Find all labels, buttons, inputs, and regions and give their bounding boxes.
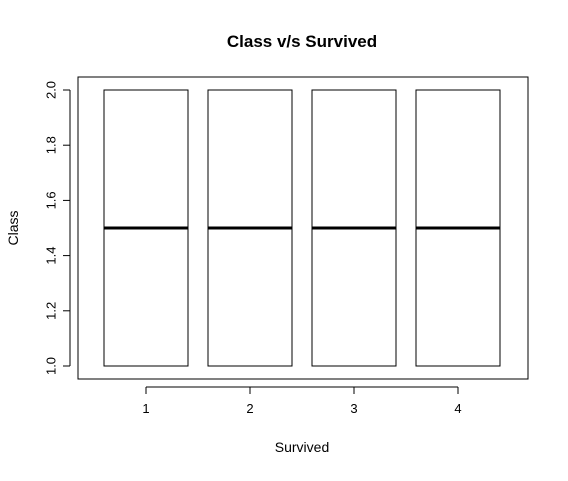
y-tick-label: 1.8 bbox=[44, 136, 59, 154]
x-axis: 1 2 3 4 bbox=[142, 386, 462, 416]
x-tick-label: 3 bbox=[350, 401, 357, 416]
box-category-1 bbox=[103, 89, 189, 367]
y-axis-label: Class bbox=[5, 210, 21, 245]
y-tick-label: 1.6 bbox=[44, 191, 59, 209]
x-tick-label: 2 bbox=[246, 401, 253, 416]
y-tick-label: 1.2 bbox=[44, 302, 59, 320]
y-axis: 1.0 1.2 1.4 1.6 1.8 2.0 bbox=[44, 81, 71, 375]
x-axis-label: Survived bbox=[275, 439, 329, 455]
chart-title: Class v/s Survived bbox=[227, 32, 377, 51]
boxes-group bbox=[103, 89, 501, 367]
x-tick-label: 4 bbox=[454, 401, 461, 416]
x-tick-label: 1 bbox=[142, 401, 149, 416]
y-tick-label: 2.0 bbox=[44, 81, 59, 99]
box-category-3 bbox=[311, 89, 397, 367]
y-tick-label: 1.4 bbox=[44, 247, 59, 265]
plot-area-frame bbox=[77, 76, 529, 380]
box-category-4 bbox=[415, 89, 501, 367]
y-tick-label: 1.0 bbox=[44, 357, 59, 375]
box-category-2 bbox=[207, 89, 293, 367]
